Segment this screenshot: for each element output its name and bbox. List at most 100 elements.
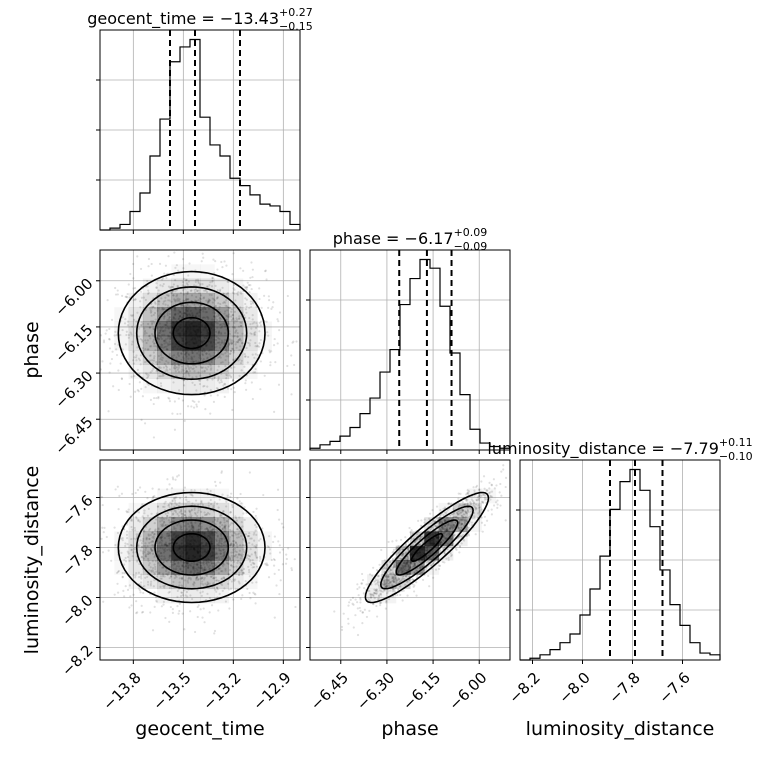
scatter-point — [228, 607, 231, 610]
scatter-point — [255, 565, 259, 568]
scatter-point — [150, 345, 153, 348]
scatter-point — [116, 570, 120, 573]
scatter-point — [466, 519, 469, 522]
scatter-point — [213, 357, 217, 360]
scatter-point — [174, 366, 177, 369]
scatter-point — [232, 544, 235, 547]
scatter-point — [147, 583, 150, 586]
scatter-point — [168, 577, 171, 580]
scatter-point — [395, 577, 398, 581]
scatter-point — [365, 615, 369, 619]
panel-frame — [519, 459, 721, 661]
scatter-point — [193, 511, 197, 515]
scatter-point — [387, 598, 391, 601]
scatter-point — [153, 591, 156, 594]
scatter-point — [123, 595, 126, 598]
scatter-point — [213, 271, 216, 275]
scatter-point — [217, 572, 220, 575]
scatter-point — [213, 516, 216, 519]
scatter-point — [465, 528, 468, 531]
scatter-point — [135, 612, 138, 615]
scatter-point — [415, 581, 418, 584]
scatter-point — [149, 371, 152, 374]
scatter-point — [398, 551, 401, 554]
scatter-point — [240, 359, 243, 362]
scatter-point — [169, 319, 172, 322]
scatter-point — [504, 485, 507, 489]
scatter-point — [223, 395, 226, 399]
scatter-point — [258, 321, 261, 324]
scatter-point — [144, 576, 147, 579]
scatter-point — [143, 551, 146, 554]
scatter-point — [239, 561, 242, 564]
scatter-point — [132, 359, 135, 362]
scatter-point — [162, 574, 165, 577]
scatter-point — [224, 304, 227, 307]
scatter-point — [429, 527, 432, 531]
scatter-point — [228, 374, 231, 377]
scatter-point — [214, 528, 217, 531]
scatter-point — [182, 304, 185, 308]
scatter-point — [152, 537, 155, 540]
scatter-point — [180, 370, 183, 373]
scatter-point — [457, 509, 461, 513]
scatter-point — [181, 518, 184, 521]
scatter-point — [294, 605, 297, 609]
scatter-point — [190, 405, 193, 408]
scatter-point — [157, 395, 160, 399]
scatter-point — [185, 498, 188, 501]
scatter-point — [220, 380, 223, 384]
scatter-point — [472, 502, 475, 505]
scatter-point — [235, 341, 238, 344]
scatter-point — [152, 351, 155, 354]
scatter-point — [238, 374, 241, 378]
scatter-point — [118, 494, 121, 498]
density-cell — [142, 307, 158, 322]
scatter-point — [187, 274, 190, 277]
scatter-point — [441, 526, 445, 529]
scatter-point — [499, 482, 502, 486]
scatter-point — [392, 564, 396, 568]
scatter-point — [188, 500, 191, 503]
scatter-point — [201, 515, 204, 518]
scatter-point — [209, 489, 212, 493]
scatter-point — [397, 544, 400, 548]
scatter-point — [219, 533, 223, 536]
scatter-point — [143, 530, 146, 533]
scatter-point — [375, 568, 379, 572]
scatter-point — [223, 518, 226, 522]
scatter-point — [181, 577, 184, 580]
scatter-point — [174, 478, 177, 481]
scatter-point — [188, 370, 192, 373]
scatter-point — [177, 299, 181, 302]
scatter-point — [467, 490, 471, 493]
scatter-point — [254, 545, 258, 548]
scatter-point — [240, 521, 243, 524]
scatter-point — [253, 592, 256, 595]
scatter-point — [132, 262, 135, 266]
scatter-point — [173, 298, 176, 301]
scatter-point — [474, 533, 477, 536]
scatter-point — [223, 527, 227, 530]
scatter-point — [356, 587, 359, 591]
panel-frame — [99, 29, 301, 231]
scatter-point — [211, 520, 215, 523]
scatter-point — [244, 297, 247, 300]
scatter-point — [218, 539, 221, 542]
scatter-point — [240, 553, 243, 556]
scatter-point — [455, 516, 458, 519]
scatter-point — [204, 408, 207, 411]
scatter-point — [392, 580, 396, 584]
scatter-point — [151, 536, 154, 539]
scatter-point — [175, 366, 178, 369]
scatter-point — [186, 291, 189, 295]
scatter-point — [221, 565, 225, 568]
scatter-point — [465, 519, 468, 522]
scatter-point — [113, 334, 116, 337]
scatter-point — [402, 589, 405, 592]
scatter-point — [254, 551, 257, 554]
scatter-point — [180, 516, 183, 519]
scatter-point — [485, 498, 488, 501]
scatter-point — [171, 290, 174, 293]
scatter-point — [404, 543, 408, 546]
